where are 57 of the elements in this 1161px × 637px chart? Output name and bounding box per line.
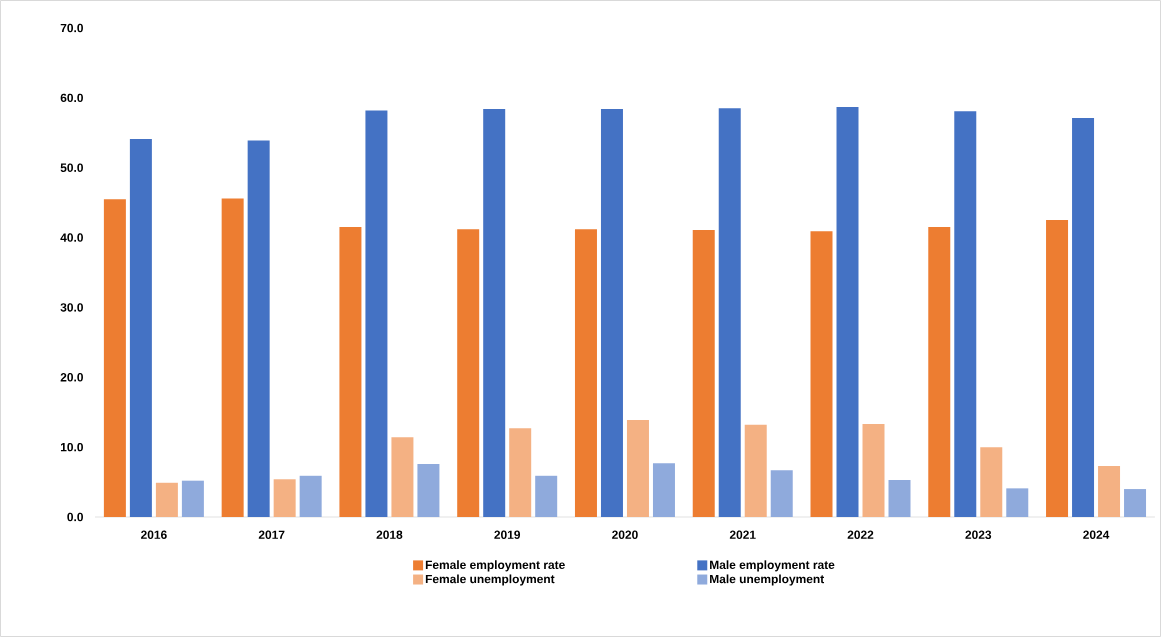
bar xyxy=(1046,220,1069,517)
x-tick-label: 2022 xyxy=(847,530,874,539)
bar xyxy=(626,419,649,517)
bar xyxy=(1124,489,1147,517)
legend-label: Male unemployment xyxy=(710,574,825,586)
bar xyxy=(744,424,767,517)
y-tick-label: 10.0 xyxy=(60,442,83,452)
bar xyxy=(535,475,558,517)
bar xyxy=(129,139,152,517)
bar xyxy=(509,428,532,517)
bar xyxy=(181,480,204,517)
bar xyxy=(652,463,675,517)
bar xyxy=(417,463,440,517)
bar xyxy=(1098,466,1121,517)
x-tick-label: 2017 xyxy=(258,530,285,539)
bar xyxy=(391,437,414,517)
bar xyxy=(836,106,859,517)
bar xyxy=(862,424,885,517)
bar xyxy=(1006,488,1029,517)
bar xyxy=(718,108,741,517)
bar xyxy=(273,479,296,517)
bar xyxy=(888,479,911,517)
bar xyxy=(155,482,178,517)
legend-label: Female unemployment xyxy=(425,574,555,586)
bar xyxy=(221,198,244,517)
bar xyxy=(483,109,506,517)
x-tick-label: 2019 xyxy=(494,530,521,539)
x-tick-label: 2020 xyxy=(612,530,638,539)
legend-label: Male employment rate xyxy=(710,560,835,572)
bar xyxy=(810,231,833,517)
y-tick-label: 70.0 xyxy=(60,23,83,33)
y-tick-label: 0.0 xyxy=(67,512,83,522)
y-tick-label: 40.0 xyxy=(60,233,83,242)
bar xyxy=(954,111,977,517)
x-tick-label: 2018 xyxy=(376,530,403,539)
bar xyxy=(574,229,597,517)
y-tick-label: 50.0 xyxy=(60,163,83,172)
bar xyxy=(103,199,126,517)
bar xyxy=(247,140,270,517)
y-tick-label: 60.0 xyxy=(60,93,83,103)
bar xyxy=(980,447,1003,517)
x-tick-label: 2021 xyxy=(729,530,756,539)
bar xyxy=(928,227,951,517)
x-tick-label: 2023 xyxy=(965,530,992,540)
bar xyxy=(299,475,322,517)
bar xyxy=(770,470,793,517)
bar xyxy=(600,109,623,517)
bar xyxy=(339,227,362,517)
bar xyxy=(365,110,388,517)
x-tick-label: 2024 xyxy=(1083,530,1110,539)
legend-label: Female employment rate xyxy=(425,560,565,572)
x-tick-label: 2016 xyxy=(141,530,167,539)
bar xyxy=(692,229,715,517)
bar xyxy=(457,229,480,517)
y-tick-label: 30.0 xyxy=(60,303,83,312)
y-tick-label: 20.0 xyxy=(60,373,83,382)
bar xyxy=(1072,118,1095,517)
